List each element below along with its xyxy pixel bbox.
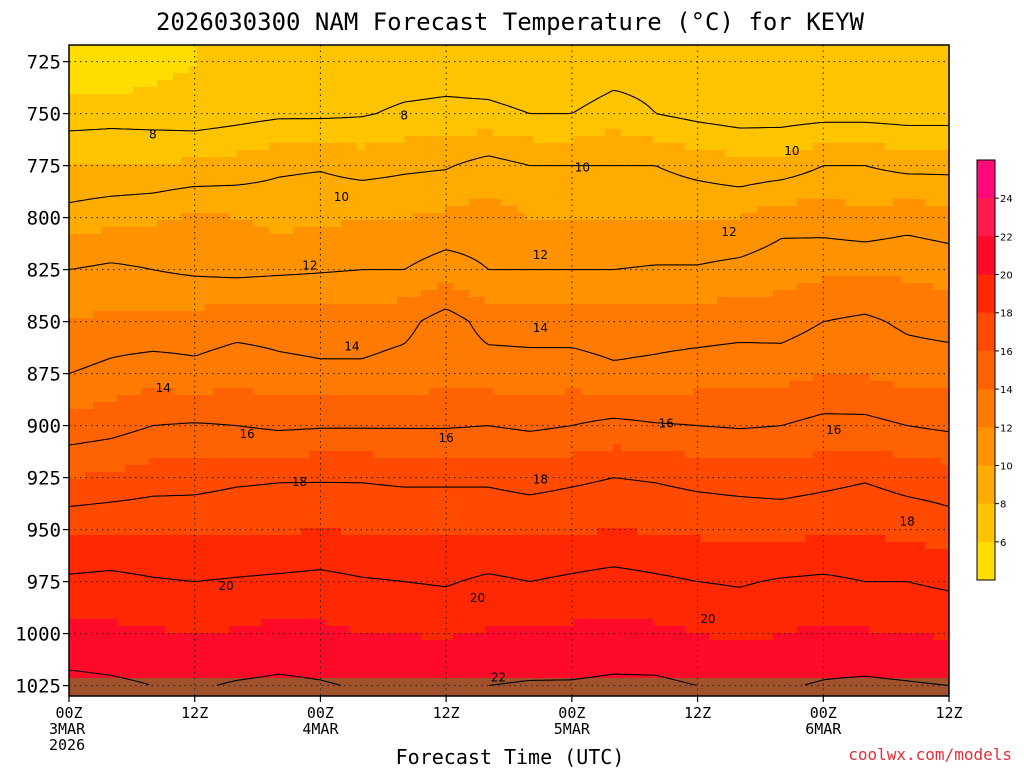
colorbar-segment [977,389,995,428]
contour-label: 8 [400,109,408,123]
contour-label: 16 [659,417,674,431]
chart-title: 2026030300 NAM Forecast Temperature (°C)… [156,8,865,36]
contour-label: 16 [439,431,454,445]
y-tick-label: 825 [27,260,61,282]
contour-label: 20 [219,579,234,593]
colorbar-segment [977,541,995,581]
colorbar-segment [977,236,995,276]
isotherm-16 [68,413,950,446]
y-tick-label: 925 [27,468,61,490]
ground-fill [69,678,949,696]
y-tick-label: 875 [27,364,61,386]
x-tick-label: 00Z [810,704,837,722]
colorbar-segment [977,312,995,352]
x-tick-label: 00Z [307,704,334,722]
contour-label: 10 [784,144,799,158]
y-tick-label: 900 [27,416,61,438]
contour-label: 22 [491,670,506,684]
x-tick-label: 12Z [684,704,711,722]
x-tick-label: 3MAR [49,720,86,738]
y-tick-label: 800 [27,208,61,230]
contour-label: 12 [533,248,548,262]
colorbar-segment [977,503,995,543]
x-tick-label: 2026 [49,736,85,754]
colorbar-segment [977,160,995,199]
colorbar-tick-label: 8 [1000,500,1006,511]
y-tick-label: 775 [27,156,61,178]
x-tick-label: 12Z [935,704,962,722]
contour-label: 12 [302,258,317,272]
y-tick-label: 975 [27,572,61,594]
y-axis: 725 750 775 800 825 850 875 900 925 950 975 1000 102… [15,52,69,698]
colorbar: 6 8 10 12 14 16 18 20 22 24 [976,159,1013,581]
y-tick-label: 950 [27,520,61,542]
colorbar-segment [977,427,995,466]
colorbar-segment [977,465,995,505]
x-tick-label: 00Z [55,704,82,722]
colorbar-tick-label: 20 [1000,271,1013,282]
y-tick-label: 725 [27,52,61,74]
x-tick-label: 4MAR [302,720,339,738]
x-tick-label: 5MAR [554,720,591,738]
contour-label: 14 [344,340,359,354]
isotherm-14 [68,308,950,375]
colorbar-tick-label: 10 [1000,461,1013,472]
plot-frame [68,44,950,697]
contour-label: 18 [899,514,914,528]
y-tick-label: 850 [27,312,61,334]
contour-label: 14 [533,321,548,335]
contour-label: 16 [239,427,254,441]
colorbar-tick-label: 18 [1000,309,1013,320]
colorbar-tick-label: 24 [1000,194,1013,205]
colorbar-segment [977,350,995,390]
x-tick-label: 6MAR [805,720,842,738]
x-tick-label: 00Z [558,704,585,722]
contour-labels: 8 8 10 10 10 12 12 12 14 14 14 16 16 16 16 18 18 18 20 20 20… [149,109,915,685]
colorbar-tick-label: 12 [1000,423,1013,434]
isotherm-18 [68,477,950,508]
colorbar-tick-label: 16 [1000,347,1013,358]
contour-label: 10 [334,190,349,204]
colorbar-segment [977,198,995,237]
isotherm-20 [68,566,950,592]
y-tick-label: 1025 [15,676,61,698]
colorbar-tick-label: 14 [1000,385,1013,396]
isotherm-lines [68,89,950,687]
x-tick-label: 12Z [181,704,208,722]
isotherm-22 [68,669,950,687]
contour-label: 18 [533,473,548,487]
contour-label: 18 [292,475,307,489]
isotherm-10 [68,155,950,204]
x-tick-label: 12Z [433,704,460,722]
contour-label: 10 [575,161,590,175]
contour-label: 12 [721,225,736,239]
y-tick-label: 750 [27,104,61,126]
ground-band [69,678,949,696]
temperature-field [69,45,950,697]
y-tick-label: 1000 [15,624,61,646]
contour-label: 14 [156,381,171,395]
colorbar-tick-label: 22 [1000,232,1013,243]
contour-label: 20 [700,612,715,626]
colorbar-segment [977,274,995,314]
credit-text[interactable]: coolwx.com/models [848,745,1012,764]
isotherm-8 [68,89,949,132]
contour-label: 20 [470,591,485,605]
contour-label: 8 [149,127,157,141]
contour-label: 16 [826,423,841,437]
x-axis-label: Forecast Time (UTC) [396,745,625,768]
colorbar-frame [976,159,996,581]
colorbar-tick-label: 6 [1000,538,1006,549]
